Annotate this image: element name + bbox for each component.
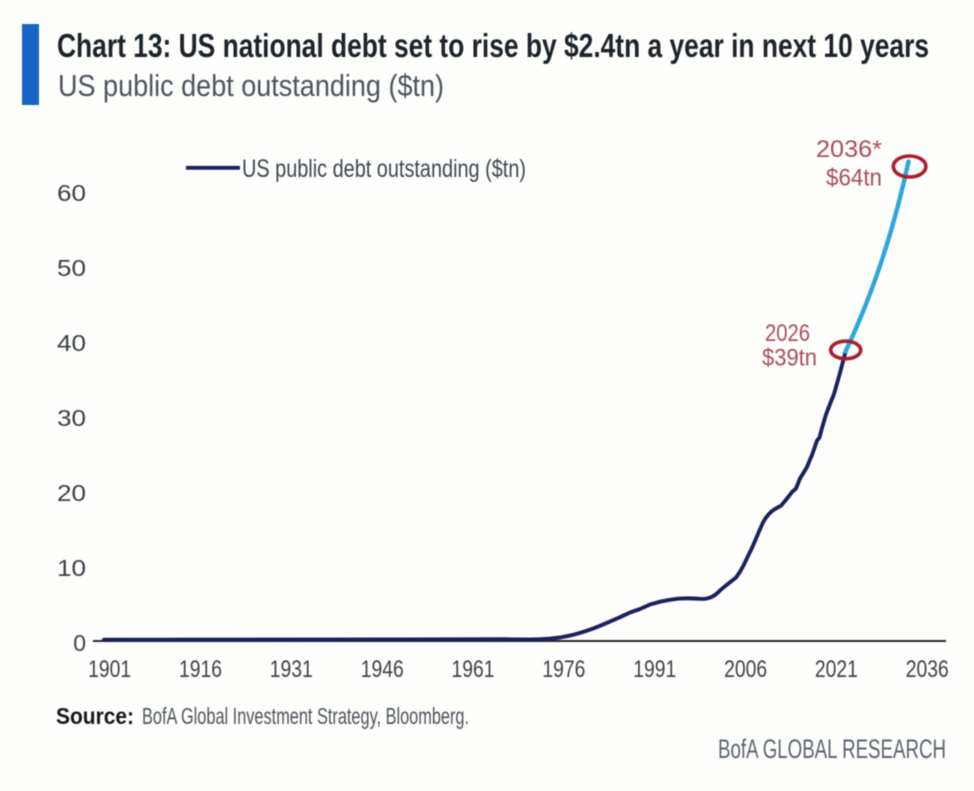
svg-text:10: 10	[57, 555, 86, 581]
svg-text:US public debt outstanding ($t: US public debt outstanding ($tn)	[242, 155, 526, 183]
svg-text:1931: 1931	[270, 656, 313, 683]
svg-text:2026: 2026	[765, 320, 810, 347]
svg-text:2036: 2036	[906, 656, 949, 683]
svg-text:60: 60	[57, 180, 86, 206]
svg-text:2036*: 2036*	[816, 136, 882, 163]
svg-text:20: 20	[57, 480, 86, 506]
svg-text:BofA Global Investment Strateg: BofA Global Investment Strategy, Bloombe…	[142, 703, 469, 729]
svg-text:$64tn: $64tn	[826, 165, 882, 192]
svg-text:2006: 2006	[724, 656, 767, 683]
svg-text:1961: 1961	[452, 656, 495, 683]
svg-text:50: 50	[57, 255, 86, 281]
svg-text:BofA GLOBAL RESEARCH: BofA GLOBAL RESEARCH	[718, 734, 946, 764]
svg-text:Chart 13: US national debt set: Chart 13: US national debt set to rise b…	[57, 27, 929, 64]
svg-text:1991: 1991	[633, 656, 676, 683]
svg-text:US public debt outstanding ($t: US public debt outstanding ($tn)	[58, 68, 444, 103]
svg-text:$39tn: $39tn	[762, 345, 817, 372]
svg-text:2021: 2021	[815, 656, 858, 683]
svg-text:0: 0	[73, 630, 86, 656]
svg-text:1976: 1976	[542, 656, 585, 683]
svg-text:Source:: Source:	[56, 703, 134, 729]
svg-text:40: 40	[57, 330, 86, 356]
svg-text:1916: 1916	[179, 656, 222, 683]
svg-text:1946: 1946	[361, 656, 404, 683]
svg-text:1901: 1901	[88, 656, 131, 683]
svg-text:30: 30	[57, 405, 86, 431]
